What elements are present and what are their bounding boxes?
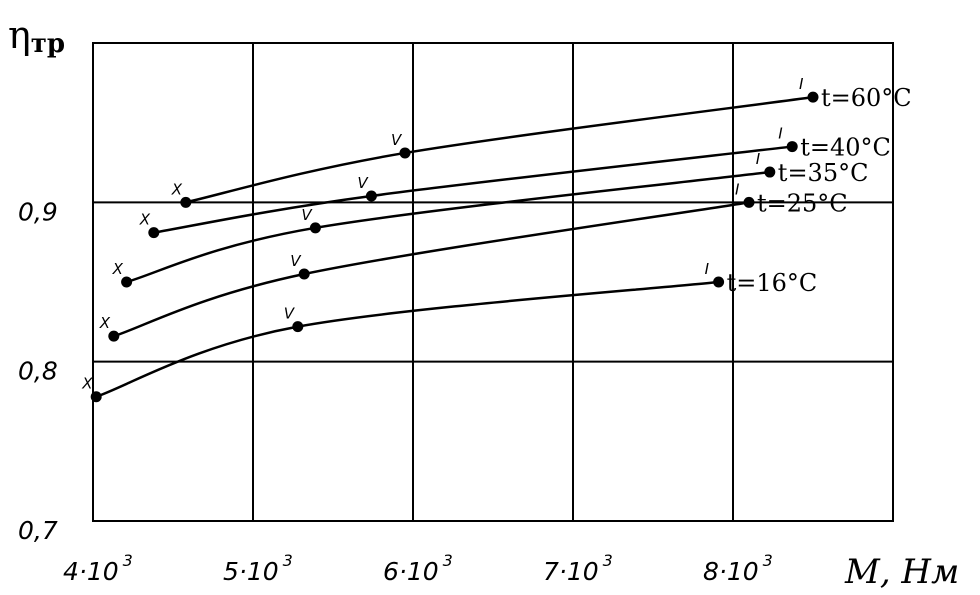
y-axis-label: ηтр	[8, 13, 65, 59]
series-4-point-2	[713, 276, 725, 288]
series-0-point-label-0: X	[171, 180, 183, 198]
series-3-point-0	[108, 330, 120, 342]
data-points: X V I t=60°C X V I t=40°C X V I t=35°C X V I t=25°C X V I t…	[81, 75, 912, 403]
y-axis-label-sub: тр	[31, 29, 65, 59]
series-2-point-0	[121, 276, 133, 288]
series-0-point-label-2: I	[799, 75, 804, 93]
series-2-point-label-1: V	[301, 206, 313, 224]
tick-labels: 4·10 3 5·10 3 6·10 3 7·10 3 8·10 3 0,7 0,8 0,9	[18, 197, 773, 586]
y-axis-label-main: η	[8, 13, 31, 57]
x-tick-label-1: 5·10 3	[223, 551, 293, 586]
series-3-point-label-0: X	[99, 314, 111, 332]
series-3-point-2	[743, 196, 755, 208]
series-3-point-label-1: V	[290, 252, 302, 270]
series-2-point-1	[309, 222, 321, 234]
series-0-point-2	[807, 91, 819, 103]
x-tick-label-0: 4·10 3	[63, 551, 133, 586]
series-1-point-label-0: X	[139, 211, 151, 229]
series-3-point-label-2: I	[735, 180, 740, 198]
x-tick-label-2: 6·10 3	[383, 551, 453, 586]
series-4-point-label-2: I	[705, 260, 710, 278]
y-tick-label-1: 0,8	[18, 357, 58, 386]
series-3-point-1	[298, 268, 310, 280]
y-tick-label-0: 0,7	[18, 516, 58, 545]
series-1-point-label-1: V	[357, 174, 369, 192]
series-line-0	[185, 95, 814, 204]
x-tick-label-3: 7·10 3	[543, 551, 613, 586]
series-4-point-0	[90, 391, 102, 403]
series-name-4: t=16°C	[727, 269, 818, 297]
series-line-1	[153, 145, 793, 234]
series-1-point-0	[148, 227, 160, 239]
series-1-point-label-2: I	[778, 125, 783, 143]
series-name-2: t=35°C	[778, 159, 869, 187]
series-line-3	[113, 201, 750, 338]
x-tick-label-4: 8·10 3	[703, 551, 773, 586]
x-axis-label: M, Нм	[844, 552, 959, 592]
series-0-point-label-1: V	[391, 131, 403, 149]
series-2-point-label-0: X	[112, 260, 124, 278]
series-curves	[95, 95, 814, 398]
series-4-point-1	[292, 321, 304, 333]
grid	[93, 43, 893, 521]
series-line-2	[126, 170, 770, 284]
series-4-point-label-0: X	[81, 375, 93, 393]
series-1-point-1	[365, 190, 377, 202]
series-0-point-1	[399, 147, 411, 159]
series-2-point-label-2: I	[756, 150, 761, 168]
series-name-1: t=40°C	[800, 134, 891, 162]
series-1-point-2	[786, 141, 798, 153]
series-name-3: t=25°C	[757, 189, 848, 217]
series-2-point-2	[764, 166, 776, 178]
series-line-4	[95, 280, 719, 398]
series-0-point-0	[180, 196, 192, 208]
series-name-0: t=60°C	[821, 84, 912, 112]
plot-frame	[92, 42, 894, 522]
y-tick-label-2: 0,9	[18, 197, 58, 226]
series-4-point-label-1: V	[284, 305, 296, 323]
